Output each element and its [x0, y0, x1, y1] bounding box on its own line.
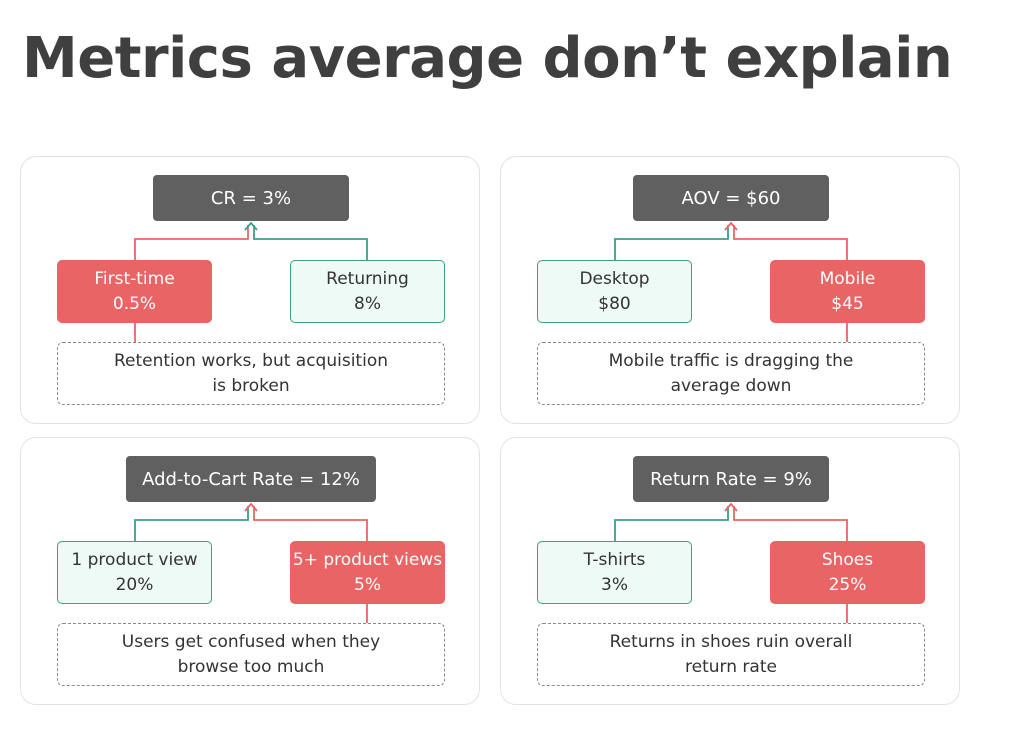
insight-note: Users get confused when they browse too …: [57, 623, 445, 686]
arrow-up-icon: [244, 502, 258, 512]
segment-left: Desktop $80: [537, 260, 692, 323]
connector-right: [253, 225, 368, 260]
segment-value: 5%: [354, 574, 381, 595]
insight-line: is broken: [212, 375, 290, 396]
insight-line: browse too much: [177, 656, 325, 677]
segment-value: 8%: [354, 293, 381, 314]
segment-value: 0.5%: [112, 293, 157, 314]
connector-left: [134, 225, 249, 260]
segment-label: Shoes: [821, 549, 874, 570]
metric-card-conversion-rate: CR = 3% First-time 0.5% Returning 8% Ret…: [20, 156, 480, 424]
segment-label: Mobile: [819, 268, 876, 289]
connector-lines: [134, 221, 368, 342]
segment-right: 5+ product views 5%: [290, 541, 445, 604]
segment-label: 1 product view: [71, 549, 198, 570]
insight-line: Users get confused when they: [121, 631, 381, 652]
connector-right: [253, 506, 368, 541]
segment-value: $80: [598, 293, 631, 314]
insight-line: return rate: [685, 656, 777, 677]
insight-line: Retention works, but acquisition: [113, 350, 388, 371]
segment-label: Returning: [326, 268, 409, 289]
segment-value: 3%: [601, 574, 628, 595]
segment-right: Shoes 25%: [770, 541, 925, 604]
metric-card-average-order-value: AOV = $60 Desktop $80 Mobile $45 Mobile …: [500, 156, 960, 424]
segment-value: 25%: [828, 574, 867, 595]
connector-left: [614, 225, 729, 260]
connector-lines: [134, 502, 368, 623]
segment-left: First-time 0.5%: [57, 260, 212, 323]
metric-box: Add-to-Cart Rate = 12%: [126, 456, 376, 502]
metric-box: Return Rate = 9%: [633, 456, 829, 502]
metric-box: CR = 3%: [153, 175, 349, 221]
insight-note: Retention works, but acquisition is brok…: [57, 342, 445, 405]
segment-label: First-time: [94, 268, 175, 289]
insight-line: Mobile traffic is dragging the: [608, 350, 854, 371]
insight-line: Returns in shoes ruin overall: [609, 631, 853, 652]
segment-right: Mobile $45: [770, 260, 925, 323]
connector-lines: [614, 221, 848, 342]
insight-line: average down: [670, 375, 792, 396]
arrow-up-icon: [724, 502, 738, 512]
connector-left: [134, 506, 249, 541]
segment-right: Returning 8%: [290, 260, 445, 323]
arrow-up-icon: [244, 221, 258, 231]
connector-right: [733, 506, 848, 541]
connector-left: [614, 506, 729, 541]
insight-note: Returns in shoes ruin overall return rat…: [537, 623, 925, 686]
connector-lines: [614, 502, 848, 623]
connector-right: [733, 225, 848, 260]
segment-label: Desktop: [579, 268, 650, 289]
metric-box: AOV = $60: [633, 175, 829, 221]
segment-left: T-shirts 3%: [537, 541, 692, 604]
segment-value: $45: [831, 293, 864, 314]
page-title: Metrics average don’t explain: [22, 26, 953, 91]
metric-card-add-to-cart-rate: Add-to-Cart Rate = 12% 1 product view 20…: [20, 437, 480, 705]
segment-value: 20%: [115, 574, 154, 595]
metric-card-return-rate: Return Rate = 9% T-shirts 3% Shoes 25% R…: [500, 437, 960, 705]
insight-note: Mobile traffic is dragging the average d…: [537, 342, 925, 405]
segment-left: 1 product view 20%: [57, 541, 212, 604]
arrow-up-icon: [724, 221, 738, 231]
segment-label: 5+ product views: [292, 549, 443, 570]
segment-label: T-shirts: [583, 549, 646, 570]
